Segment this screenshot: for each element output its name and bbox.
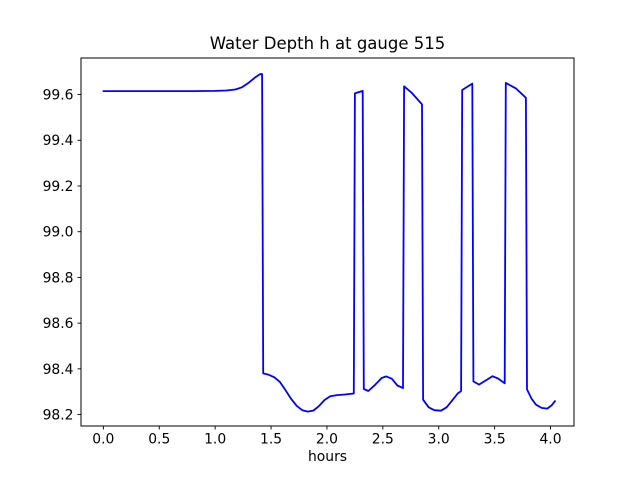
y-tick-label: 98.8: [43, 270, 74, 286]
x-tick-label: 1.0: [204, 432, 226, 448]
x-tick-label: 4.0: [539, 432, 561, 448]
y-tick-label: 99.6: [43, 87, 74, 103]
y-tick-label: 98.2: [43, 407, 74, 423]
x-tick-label: 0.0: [92, 432, 114, 448]
x-tick-label: 3.5: [484, 432, 506, 448]
x-tick-label: 1.5: [260, 432, 282, 448]
y-tick-label: 99.0: [43, 225, 74, 241]
chart-title: Water Depth h at gauge 515: [210, 34, 445, 53]
y-tick-label: 99.2: [43, 179, 74, 195]
x-tick-label: 3.0: [428, 432, 450, 448]
x-tick-label: 0.5: [148, 432, 170, 448]
water-depth-line: [102, 73, 556, 413]
x-axis-label: hours: [308, 449, 347, 465]
axes-layer: 0.0 0.5 1.0 1.5 2.0 2.5 3.0 3.5 4.0 98.2 98.4 98.6 9…: [43, 57, 575, 448]
x-tick-label: 2.0: [316, 432, 338, 448]
y-tick-label: 99.4: [43, 133, 74, 149]
y-tick-label: 98.6: [43, 316, 74, 332]
x-tick-label: 2.5: [372, 432, 394, 448]
axes-frame: [80, 57, 575, 427]
data-layer: [102, 73, 556, 413]
y-tick-label: 98.4: [43, 362, 74, 378]
